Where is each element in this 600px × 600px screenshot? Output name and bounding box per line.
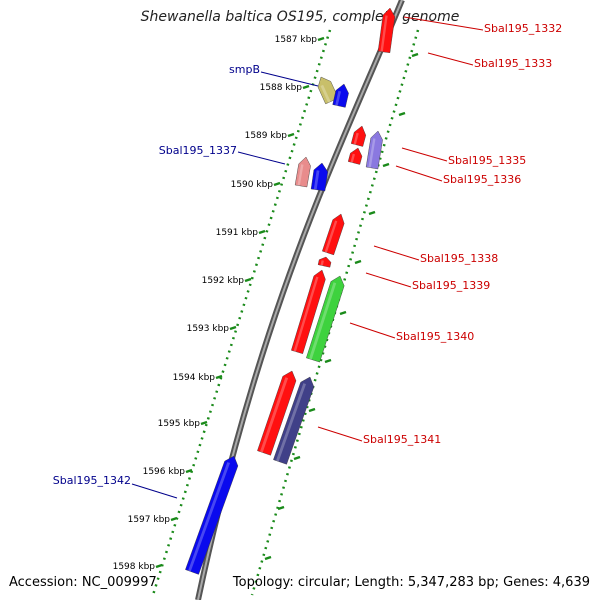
leader-line <box>237 151 286 165</box>
gene-arrow <box>310 162 329 192</box>
major-tick <box>324 358 332 364</box>
major-tick <box>200 420 208 426</box>
major-tick <box>170 516 178 522</box>
gene-arrow <box>317 76 339 105</box>
gene-label[interactable]: Sbal195_1339 <box>412 279 490 292</box>
major-tick <box>382 162 390 168</box>
major-tick <box>308 407 316 413</box>
gene-shading <box>350 153 355 163</box>
leader-line <box>395 165 443 182</box>
leader-line <box>403 16 484 31</box>
gene-label[interactable]: Sbal195_1332 <box>484 22 562 35</box>
major-tick <box>293 455 301 461</box>
gene-label[interactable]: smpB <box>229 63 260 76</box>
major-tick <box>155 563 163 569</box>
gene-shading <box>320 260 324 266</box>
gene-label[interactable]: Sbal195_1338 <box>420 252 498 265</box>
gene-shading <box>297 164 304 186</box>
gene-arrow <box>347 147 363 165</box>
leader-line <box>260 71 319 87</box>
left-guide-line <box>151 29 332 596</box>
major-tick <box>398 111 406 117</box>
kbp-label: 1587 kbp <box>275 35 318 45</box>
major-tick <box>244 277 252 283</box>
major-tick <box>411 52 419 58</box>
gene-arrow <box>273 376 315 465</box>
gene-label[interactable]: Sbal195_1337 <box>159 144 237 157</box>
major-tick <box>229 325 237 331</box>
gene-shading <box>293 276 319 352</box>
kbp-label: 1596 kbp <box>143 467 186 477</box>
gene-shading <box>368 138 376 168</box>
gene-arrow <box>322 213 345 256</box>
kbp-label: 1591 kbp <box>216 228 259 238</box>
gene-arrow <box>291 269 326 354</box>
gene-arrow <box>350 125 367 147</box>
gene-arrow <box>306 275 345 363</box>
kbp-label: 1597 kbp <box>128 515 171 525</box>
kbp-label: 1598 kbp <box>113 562 156 572</box>
gene-arrow <box>294 156 311 188</box>
gene-shading <box>188 462 230 572</box>
gene-arrow <box>365 130 383 170</box>
gene-label[interactable]: Sbal195_1341 <box>363 433 441 446</box>
gene-shading <box>324 220 338 253</box>
leader-line <box>131 483 178 499</box>
gene-arrow <box>332 83 349 108</box>
major-tick <box>368 210 376 216</box>
gene-label[interactable]: Sbal195_1333 <box>474 57 552 70</box>
major-tick <box>215 374 223 380</box>
gene-arrow <box>257 370 297 456</box>
major-tick <box>302 84 310 90</box>
major-tick <box>185 468 193 474</box>
major-tick <box>339 310 347 316</box>
gene-label[interactable]: Sbal195_1340 <box>396 330 474 343</box>
leader-line <box>373 245 420 261</box>
kbp-label: 1592 kbp <box>202 276 245 286</box>
kbp-label: 1590 kbp <box>231 180 274 190</box>
major-tick <box>273 181 281 187</box>
kbp-label: 1589 kbp <box>245 131 288 141</box>
gene-label[interactable]: Sbal195_1336 <box>443 173 521 186</box>
gene-shading <box>309 282 337 360</box>
gene-shading <box>335 90 341 106</box>
gene-shading <box>313 170 320 190</box>
major-tick <box>258 229 266 235</box>
leader-line <box>317 426 363 442</box>
leader-line <box>349 322 396 339</box>
accession-text: Accession: NC_009997 <box>9 575 157 590</box>
gene-shading <box>260 377 289 453</box>
leader-line <box>401 147 448 162</box>
gene-label[interactable]: Sbal195_1335 <box>448 154 526 167</box>
major-tick <box>264 555 272 561</box>
kbp-label: 1588 kbp <box>260 83 303 93</box>
gene-shading <box>320 84 331 103</box>
gene-label[interactable]: Sbal195_1342 <box>53 474 131 487</box>
major-tick <box>287 132 295 138</box>
leader-line <box>365 272 412 288</box>
kbp-label: 1594 kbp <box>173 373 216 383</box>
gene-arrow <box>377 7 396 54</box>
kbp-label: 1595 kbp <box>158 419 201 429</box>
kbp-label: 1593 kbp <box>187 324 230 334</box>
gene-arrow <box>317 256 332 268</box>
gene-shading <box>353 132 359 145</box>
leader-line <box>427 52 474 66</box>
gene-shading <box>380 15 388 52</box>
topology-text: Topology: circular; Length: 5,347,283 bp… <box>232 575 590 590</box>
major-tick <box>354 259 362 265</box>
gene-arrow <box>185 455 239 575</box>
gene-shading <box>276 383 306 462</box>
major-tick <box>277 505 285 511</box>
major-tick <box>317 36 325 42</box>
map-title: Shewanella baltica OS195, complete genom… <box>140 9 460 25</box>
